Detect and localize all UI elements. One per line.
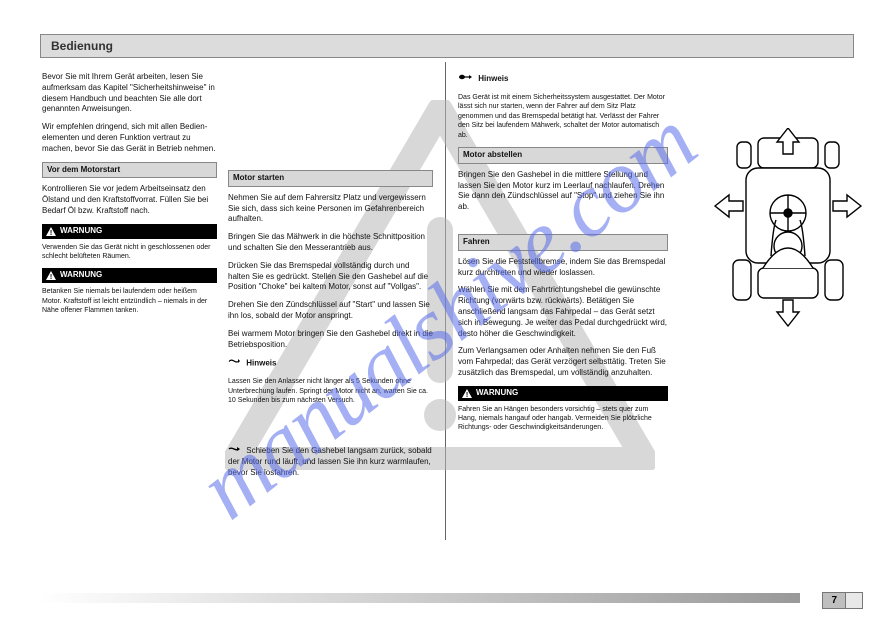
pointer-icon: [458, 72, 472, 86]
col3-box-driving: Fahren: [458, 234, 668, 251]
warning-3-label: WARNUNG: [476, 388, 518, 399]
col2-box-start-engine: Motor starten: [228, 170, 433, 187]
warning-icon: !: [46, 227, 56, 236]
warning-1-text: Verwenden Sie das Gerät nicht in geschlo…: [42, 243, 217, 262]
col2-p6: Schieben Sie den Gashebel langsam zurück…: [228, 445, 433, 478]
warning-2-text: Betanken Sie niemals bei laufendem oder …: [42, 287, 217, 315]
svg-text:!: !: [50, 230, 52, 236]
warning-3-text: Fahren Sie an Hängen besonders vorsichti…: [458, 405, 668, 433]
col3-p1: Bringen Sie den Gashebel in die mittlere…: [458, 170, 668, 213]
col2-p2: Bringen Sie das Mähwerk in die höchste S…: [228, 232, 433, 254]
warning-box-2: ! WARNUNG: [42, 268, 217, 283]
col2-p6-text: Schieben Sie den Gashebel langsam zurück…: [228, 446, 432, 477]
col2-hint-label: Hinweis: [246, 359, 276, 368]
warning-box-1: ! WARNUNG: [42, 224, 217, 239]
col1-intro1: Bevor Sie mit Ihrem Gerät arbeiten, lese…: [42, 72, 217, 115]
col3-box-stop-engine: Motor abstellen: [458, 147, 668, 164]
col1-box-pre-start: Vor dem Motorstart: [42, 162, 217, 179]
footer-page-number: 7: [822, 592, 863, 609]
col2-hint-text: Lassen Sie den Anlasser nicht länger als…: [228, 377, 433, 405]
col3-hint-label: Hinweis: [478, 74, 508, 83]
column-3: Hinweis Das Gerät ist mit einem Sicherhe…: [458, 72, 668, 440]
footer-page-right: [846, 592, 863, 609]
col3-hint-text: Das Gerät ist mit einem Sicherheitssyste…: [458, 93, 668, 140]
col3-hint: Hinweis: [458, 72, 668, 86]
warning-1-label: WARNUNG: [60, 226, 102, 237]
driving-directions-illustration: [713, 128, 863, 328]
col2-p5: Bei warmem Motor bringen Sie den Gashebe…: [228, 329, 433, 351]
column-2: Motor starten Nehmen Sie auf dem Fahrers…: [228, 72, 433, 486]
col1-intro2: Wir empfehlen dringend, sich mit allen B…: [42, 122, 217, 154]
col2-hint: Hinweis: [228, 357, 433, 370]
col3-p4: Zum Verlangsamen oder Anhalten nehmen Si…: [458, 346, 668, 378]
col2-p4: Drehen Sie den Zündschlüssel auf "Start"…: [228, 300, 433, 322]
col2-p3: Drücken Sie das Bremspedal vollständig d…: [228, 261, 433, 293]
arrow-icon: [228, 445, 240, 457]
column-1: Bevor Sie mit Ihrem Gerät arbeiten, lese…: [42, 72, 217, 323]
col2-p1: Nehmen Sie auf dem Fahrersitz Platz und …: [228, 193, 433, 225]
column-divider: [445, 62, 446, 540]
svg-text:!: !: [50, 274, 52, 280]
page-title: Bedienung: [51, 39, 113, 53]
warning-icon: !: [462, 389, 472, 398]
svg-text:!: !: [466, 392, 468, 398]
col3-p3: Wählen Sie mit dem Fahrtrichtungshebel d…: [458, 285, 668, 339]
warning-icon: !: [46, 271, 56, 280]
warning-box-3: ! WARNUNG: [458, 386, 668, 401]
col1-p1: Kontrollieren Sie vor jedem Arbeitseinsa…: [42, 184, 217, 216]
col3-p2: Lösen Sie die Feststellbremse, indem Sie…: [458, 257, 668, 279]
footer-gradient-bar: [40, 593, 800, 603]
footer-page-left: 7: [822, 592, 846, 609]
pointer-icon: [228, 357, 240, 370]
warning-2-label: WARNUNG: [60, 270, 102, 281]
page-header-bar: Bedienung: [40, 34, 854, 58]
